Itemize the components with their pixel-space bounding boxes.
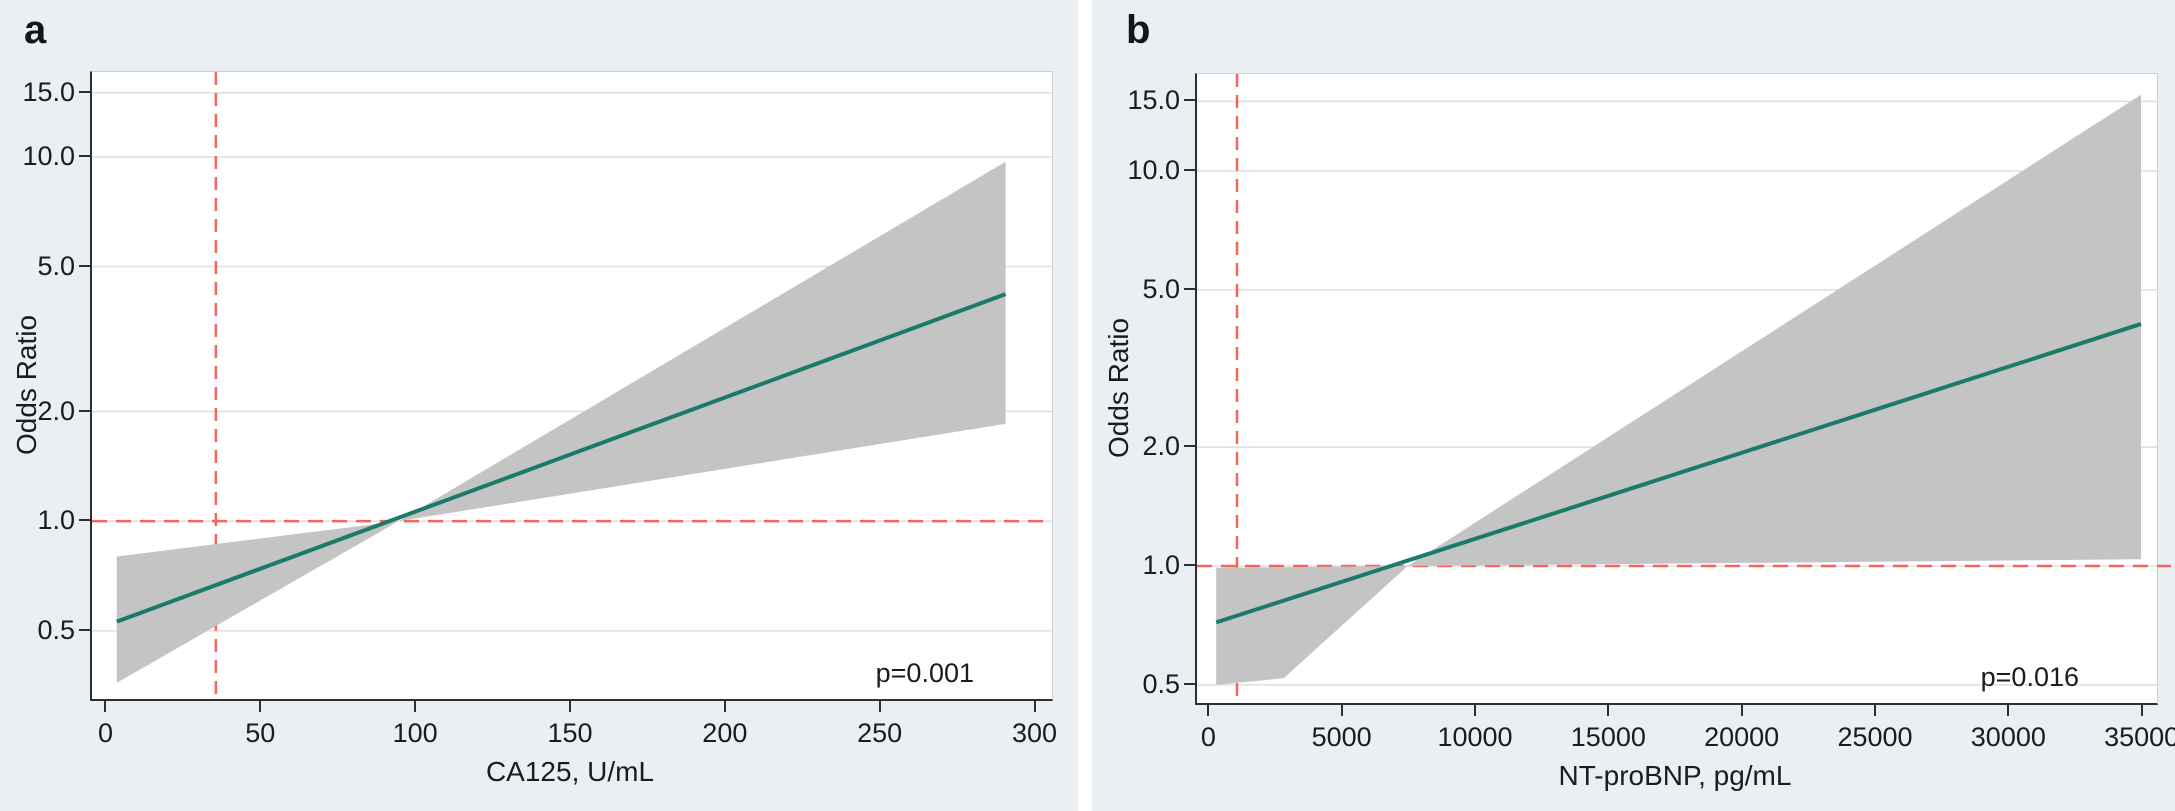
y-tick-label: 10.0	[22, 140, 75, 171]
x-tick-label: 35000	[2104, 722, 2175, 752]
x-tick-mark	[878, 700, 881, 712]
y-tick-label: 5.0	[1142, 273, 1180, 304]
panel-a: a Odds Ratio p=0.001 CA125, U/mL 15.0 10.…	[0, 0, 1078, 811]
ci-band	[1216, 94, 2141, 685]
y-tick-mark	[79, 154, 90, 157]
x-tick-mark	[259, 700, 262, 712]
y-tick-mark	[79, 409, 90, 412]
panel-a-x-axis-title: CA125, U/mL	[485, 756, 655, 787]
y-tick-label: 0.5	[1142, 668, 1180, 699]
x-tick-mark	[1474, 704, 1476, 716]
y-tick-label: 5.0	[37, 250, 75, 281]
panel-a-letter: a	[24, 8, 47, 52]
x-tick-label: 200	[702, 718, 748, 748]
panel-b-p-value: p=0.016	[1980, 662, 2079, 692]
panel-a-chart-svg	[92, 72, 1052, 699]
x-tick-mark	[1033, 700, 1036, 712]
x-tick-mark	[2140, 704, 2143, 716]
y-tick-mark	[1184, 168, 1195, 171]
panel-b-x-axis-title: NT-proBNP, pg/mL	[1558, 760, 1792, 791]
y-tick-label: 2.0	[37, 395, 75, 426]
y-tick-mark	[79, 519, 90, 522]
x-tick-mark	[104, 700, 107, 712]
x-tick-label: 30000	[1970, 722, 2046, 752]
x-tick-label: 0	[1200, 722, 1216, 752]
y-tick-label: 15.0	[1127, 85, 1180, 116]
panel-b-plot-area: p=0.016	[1195, 73, 2171, 705]
ci-band	[116, 161, 1006, 683]
x-tick-label: 20000	[1704, 722, 1780, 752]
x-tick-mark	[414, 700, 417, 712]
trend-line	[116, 292, 1007, 624]
x-tick-label: 15000	[1570, 722, 1646, 752]
x-tick-mark	[2007, 704, 2010, 716]
y-tick-mark	[79, 90, 90, 93]
y-tick-mark	[79, 628, 90, 631]
y-tick-mark	[1184, 287, 1195, 290]
y-tick-label: 10.0	[1127, 154, 1180, 185]
x-tick-mark	[1874, 704, 1876, 716]
y-tick-mark	[1184, 564, 1195, 566]
x-tick-mark	[1607, 704, 1610, 716]
y-tick-label: 1.0	[1142, 550, 1180, 580]
y-tick-mark	[1184, 682, 1195, 685]
x-tick-label: 300	[1011, 718, 1058, 748]
x-tick-label: 250	[857, 718, 903, 748]
x-tick-mark	[569, 700, 571, 712]
x-tick-label: 150	[547, 718, 593, 748]
panel-b-chart-svg	[1197, 74, 2171, 703]
y-tick-mark	[79, 264, 90, 267]
x-tick-mark	[723, 700, 726, 712]
trend-line	[1215, 322, 2142, 625]
x-tick-label: 100	[392, 718, 438, 748]
x-tick-label: 10000	[1437, 722, 1513, 752]
x-tick-label: 0	[97, 718, 113, 748]
panel-b-letter: b	[1126, 8, 1151, 52]
y-tick-mark	[1184, 445, 1195, 448]
x-tick-mark	[1207, 704, 1210, 716]
y-tick-mark	[1184, 99, 1195, 102]
panel-b: b Odds Ratio p=0.016 NT-proBNP, pg/mL 15…	[1092, 0, 2175, 811]
y-tick-label: 2.0	[1142, 431, 1180, 462]
panel-a-p-value: p=0.001	[875, 658, 974, 688]
x-tick-mark	[1740, 704, 1743, 716]
x-tick-label: 5000	[1311, 722, 1372, 752]
y-tick-label: 1.0	[37, 505, 75, 536]
panel-a-plot-area: p=0.001	[90, 71, 1053, 701]
x-tick-mark	[1340, 704, 1343, 716]
x-tick-label: 25000	[1837, 722, 1913, 752]
x-tick-label: 50	[245, 718, 276, 748]
y-tick-label: 0.5	[37, 614, 75, 645]
y-tick-label: 15.0	[22, 76, 75, 107]
